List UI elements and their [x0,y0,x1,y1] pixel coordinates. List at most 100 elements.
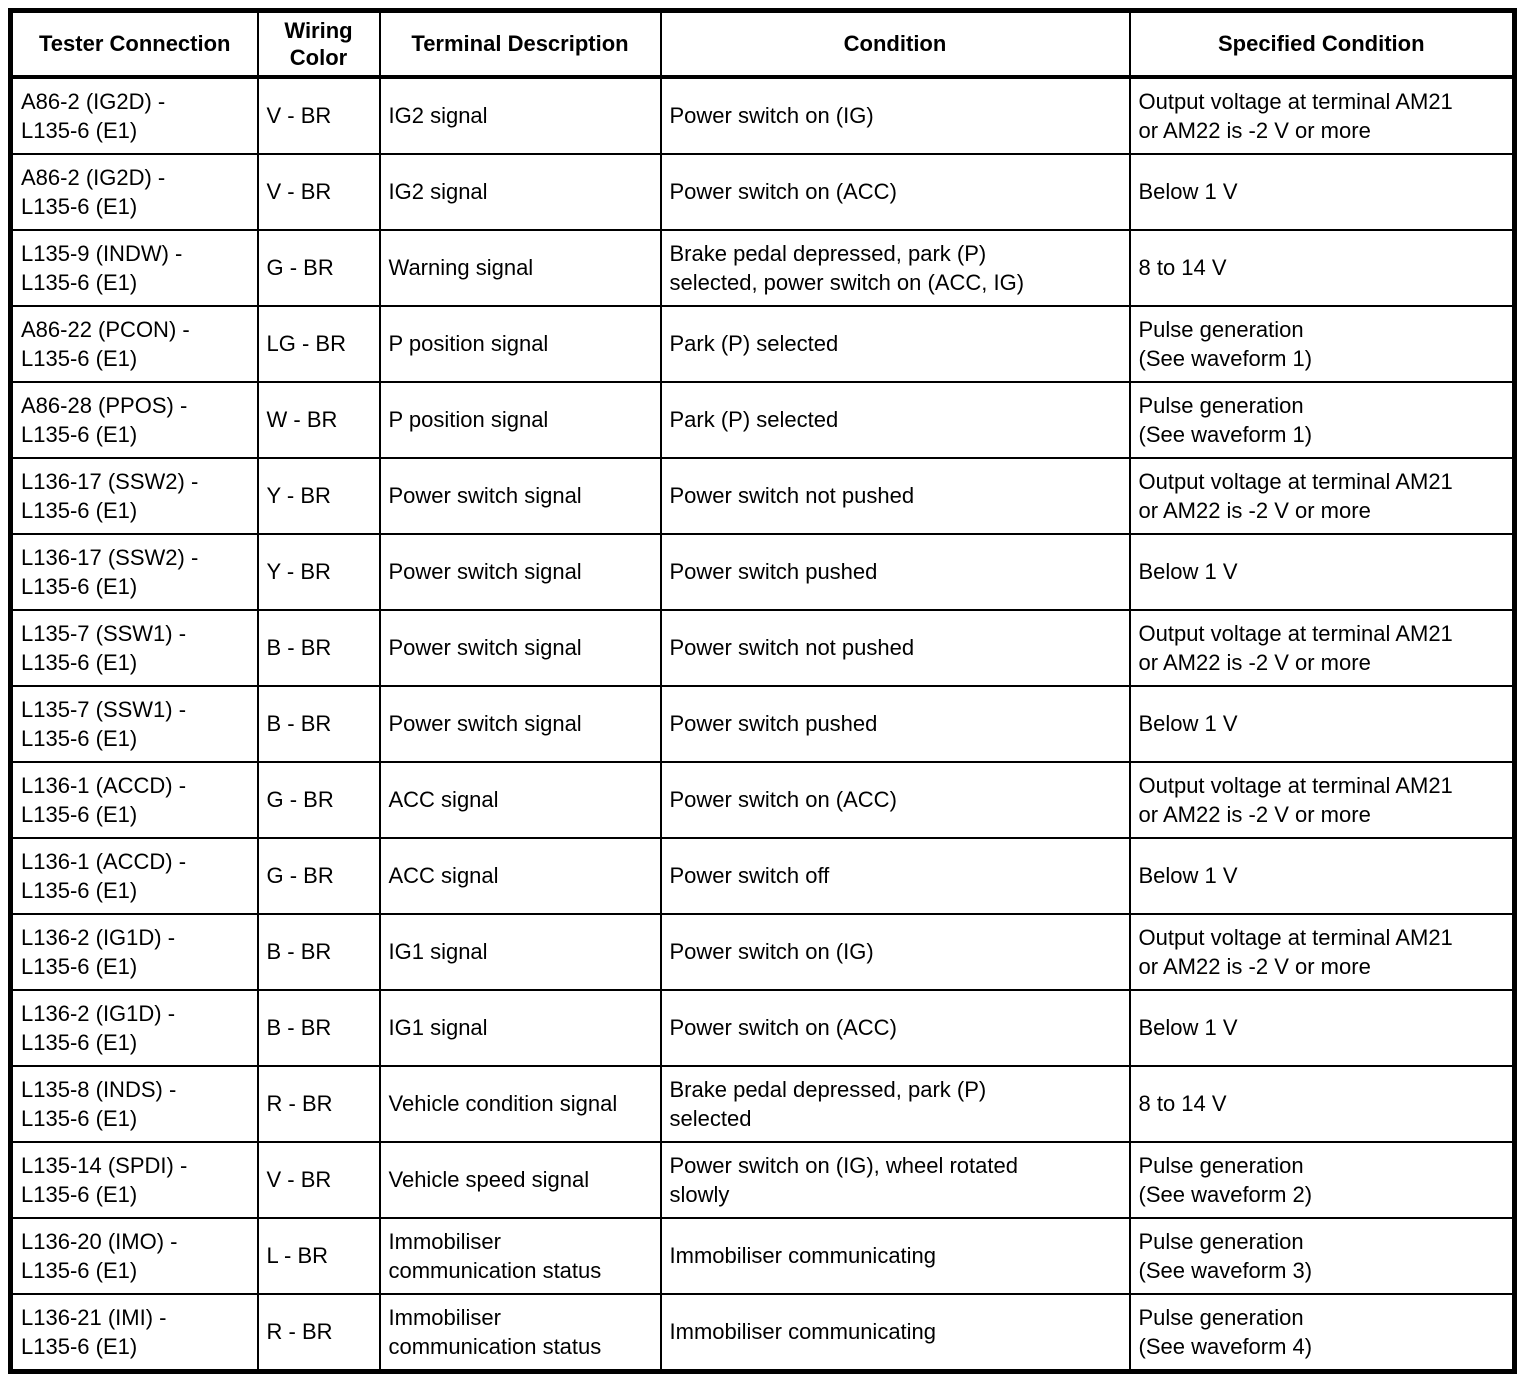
cell-condition: Power switch on (ACC) [659,761,1131,839]
cell-tester-connection: L136-21 (IMI) - L135-6 (E1) [9,1293,259,1373]
cell-condition: Immobiliser communicating [659,1293,1131,1373]
cell-wiring-color: Y - BR [256,533,381,611]
cell-wiring-color: R - BR [256,1065,381,1143]
cell-specified-condition: Output voltage at terminal AM21 or AM22 … [1128,457,1516,535]
table-row: L135-7 (SSW1) - L135-6 (E1) B - BR Power… [9,685,1516,763]
cell-tester-connection: A86-28 (PPOS) - L135-6 (E1) [9,381,259,459]
cell-condition: Power switch pushed [659,685,1131,763]
cell-wiring-color: LG - BR [256,305,381,383]
cell-terminal-description: IG2 signal [378,76,662,155]
cell-condition: Brake pedal depressed, park (P) selected… [659,229,1131,307]
table-row: A86-2 (IG2D) - L135-6 (E1) V - BR IG2 si… [9,76,1516,155]
cell-specified-condition: Output voltage at terminal AM21 or AM22 … [1128,761,1516,839]
cell-tester-connection: L136-20 (IMO) - L135-6 (E1) [9,1217,259,1295]
cell-specified-condition: Below 1 V [1128,837,1516,915]
cell-tester-connection: A86-2 (IG2D) - L135-6 (E1) [9,153,259,231]
cell-wiring-color: V - BR [256,1141,381,1219]
terminal-inspection-table: Tester Connection Wiring Color Terminal … [8,8,1517,1374]
table-row: L136-1 (ACCD) - L135-6 (E1) G - BR ACC s… [9,837,1516,915]
cell-tester-connection: A86-22 (PCON) - L135-6 (E1) [9,305,259,383]
cell-condition: Immobiliser communicating [659,1217,1131,1295]
cell-tester-connection: A86-2 (IG2D) - L135-6 (E1) [9,76,259,155]
cell-terminal-description: Immobiliser communication status [378,1217,662,1295]
table-row: A86-28 (PPOS) - L135-6 (E1) W - BR P pos… [9,381,1516,459]
cell-tester-connection: L136-1 (ACCD) - L135-6 (E1) [9,761,259,839]
cell-wiring-color: G - BR [256,229,381,307]
cell-wiring-color: Y - BR [256,457,381,535]
cell-tester-connection: L136-2 (IG1D) - L135-6 (E1) [9,913,259,991]
cell-terminal-description: Vehicle condition signal [378,1065,662,1143]
cell-wiring-color: W - BR [256,381,381,459]
cell-specified-condition: Below 1 V [1128,989,1516,1067]
cell-tester-connection: L135-9 (INDW) - L135-6 (E1) [9,229,259,307]
cell-specified-condition: Output voltage at terminal AM21 or AM22 … [1128,76,1516,155]
cell-tester-connection: L135-7 (SSW1) - L135-6 (E1) [9,609,259,687]
cell-wiring-color: B - BR [256,685,381,763]
cell-tester-connection: L135-7 (SSW1) - L135-6 (E1) [9,685,259,763]
cell-condition: Power switch on (IG) [659,913,1131,991]
cell-specified-condition: 8 to 14 V [1128,229,1516,307]
cell-condition: Power switch on (ACC) [659,989,1131,1067]
cell-tester-connection: L135-14 (SPDI) - L135-6 (E1) [9,1141,259,1219]
cell-specified-condition: Below 1 V [1128,533,1516,611]
cell-terminal-description: Power switch signal [378,609,662,687]
cell-wiring-color: L - BR [256,1217,381,1295]
cell-specified-condition: Pulse generation (See waveform 1) [1128,381,1516,459]
table-row: L136-1 (ACCD) - L135-6 (E1) G - BR ACC s… [9,761,1516,839]
table-row: L136-2 (IG1D) - L135-6 (E1) B - BR IG1 s… [9,913,1516,991]
cell-specified-condition: Pulse generation (See waveform 1) [1128,305,1516,383]
cell-terminal-description: Warning signal [378,229,662,307]
column-header-condition: Condition [659,9,1131,79]
cell-wiring-color: V - BR [256,76,381,155]
table-body: A86-2 (IG2D) - L135-6 (E1) V - BR IG2 si… [9,76,1516,1373]
cell-condition: Power switch not pushed [659,609,1131,687]
cell-condition: Power switch on (IG), wheel rotated slow… [659,1141,1131,1219]
cell-wiring-color: B - BR [256,989,381,1067]
table-row: L136-17 (SSW2) - L135-6 (E1) Y - BR Powe… [9,457,1516,535]
cell-wiring-color: B - BR [256,913,381,991]
cell-specified-condition: Pulse generation (See waveform 2) [1128,1141,1516,1219]
cell-terminal-description: IG1 signal [378,913,662,991]
cell-specified-condition: Output voltage at terminal AM21 or AM22 … [1128,609,1516,687]
cell-terminal-description: P position signal [378,381,662,459]
table-row: L135-8 (INDS) - L135-6 (E1) R - BR Vehic… [9,1065,1516,1143]
cell-specified-condition: Below 1 V [1128,685,1516,763]
cell-condition: Power switch on (ACC) [659,153,1131,231]
table-row: L135-7 (SSW1) - L135-6 (E1) B - BR Power… [9,609,1516,687]
cell-tester-connection: L136-17 (SSW2) - L135-6 (E1) [9,457,259,535]
table-row: L135-14 (SPDI) - L135-6 (E1) V - BR Vehi… [9,1141,1516,1219]
cell-condition: Park (P) selected [659,305,1131,383]
cell-specified-condition: 8 to 14 V [1128,1065,1516,1143]
table-row: L136-21 (IMI) - L135-6 (E1) R - BR Immob… [9,1293,1516,1373]
cell-terminal-description: IG2 signal [378,153,662,231]
cell-condition: Power switch not pushed [659,457,1131,535]
cell-terminal-description: IG1 signal [378,989,662,1067]
column-header-specified-condition: Specified Condition [1128,9,1516,79]
cell-specified-condition: Output voltage at terminal AM21 or AM22 … [1128,913,1516,991]
table-row: L136-20 (IMO) - L135-6 (E1) L - BR Immob… [9,1217,1516,1295]
table-row: L136-17 (SSW2) - L135-6 (E1) Y - BR Powe… [9,533,1516,611]
cell-terminal-description: Power switch signal [378,533,662,611]
cell-specified-condition: Pulse generation (See waveform 4) [1128,1293,1516,1373]
cell-tester-connection: L136-2 (IG1D) - L135-6 (E1) [9,989,259,1067]
cell-specified-condition: Pulse generation (See waveform 3) [1128,1217,1516,1295]
cell-condition: Brake pedal depressed, park (P) selected [659,1065,1131,1143]
cell-wiring-color: R - BR [256,1293,381,1373]
column-header-wiring-color: Wiring Color [256,9,381,79]
cell-condition: Park (P) selected [659,381,1131,459]
cell-wiring-color: V - BR [256,153,381,231]
table-row: L135-9 (INDW) - L135-6 (E1) G - BR Warni… [9,229,1516,307]
cell-condition: Power switch off [659,837,1131,915]
cell-specified-condition: Below 1 V [1128,153,1516,231]
cell-wiring-color: G - BR [256,837,381,915]
cell-tester-connection: L136-17 (SSW2) - L135-6 (E1) [9,533,259,611]
table-row: L136-2 (IG1D) - L135-6 (E1) B - BR IG1 s… [9,989,1516,1067]
cell-terminal-description: Power switch signal [378,685,662,763]
cell-tester-connection: L136-1 (ACCD) - L135-6 (E1) [9,837,259,915]
column-header-tester-connection: Tester Connection [9,9,259,79]
cell-wiring-color: G - BR [256,761,381,839]
cell-terminal-description: ACC signal [378,837,662,915]
table-row: A86-22 (PCON) - L135-6 (E1) LG - BR P po… [9,305,1516,383]
cell-terminal-description: Power switch signal [378,457,662,535]
